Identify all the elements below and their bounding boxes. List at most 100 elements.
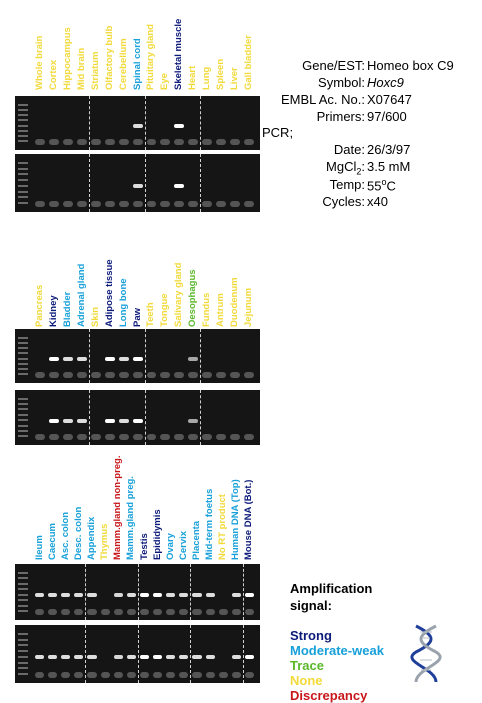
lane-primer-smear bbox=[188, 434, 199, 440]
lane-label-ileum: Ileum bbox=[33, 535, 45, 560]
lane-label-pancreas: Pancreas bbox=[33, 284, 45, 327]
pcr-band-cervix bbox=[179, 593, 189, 597]
ladder-band bbox=[18, 125, 28, 127]
lane-primer-smear bbox=[166, 609, 176, 615]
cycles-value: x40 bbox=[367, 194, 388, 209]
ladder-band bbox=[18, 605, 28, 607]
pcr-band-spinal-cord bbox=[132, 184, 143, 188]
pcr-band-adrenal-gland bbox=[76, 419, 87, 423]
lane-primer-smear bbox=[118, 434, 129, 440]
lane-primer-smear bbox=[62, 372, 73, 378]
lane-primer-smear bbox=[139, 672, 150, 678]
lane-primer-smear bbox=[205, 672, 215, 678]
lane-primer-smear bbox=[76, 139, 87, 145]
ladder-band bbox=[18, 337, 28, 339]
ladder-band bbox=[18, 644, 28, 646]
lane-label-mamm-gland-preg: Mamm.gland preg. bbox=[125, 476, 137, 560]
lane-primer-smear bbox=[188, 139, 199, 145]
lane-primer-smear bbox=[230, 139, 241, 145]
panel3-gel-bottom bbox=[15, 625, 260, 683]
lane-group-divider bbox=[200, 154, 201, 212]
date-key: Date: bbox=[333, 142, 365, 157]
lane-group-divider bbox=[89, 329, 90, 383]
lane-label-paw: Paw bbox=[131, 307, 143, 327]
pcr-band-epididymis bbox=[153, 655, 163, 659]
lane-label-fundus: Fundus bbox=[201, 292, 213, 327]
ladder-band bbox=[18, 414, 28, 416]
lane-group-divider bbox=[89, 96, 90, 150]
pcr-band-oesophagus bbox=[188, 419, 199, 423]
lane-primer-smear bbox=[74, 609, 84, 615]
lane-primer-smear bbox=[202, 434, 213, 440]
lane-label-cortex: Cortex bbox=[47, 59, 59, 90]
lane-primer-smear bbox=[230, 372, 241, 378]
temp-key: Temp: bbox=[329, 177, 365, 192]
lane-primer-smear bbox=[174, 139, 185, 145]
lane-primer-smear bbox=[48, 139, 59, 145]
size-ladder bbox=[18, 629, 28, 679]
gene-key: Gene/EST: bbox=[302, 58, 365, 73]
ladder-band bbox=[18, 130, 28, 132]
lane-label-duodenum: Duodenum bbox=[229, 277, 241, 327]
lane-group-divider bbox=[200, 96, 201, 150]
lane-group-divider bbox=[243, 625, 244, 683]
lane-label-spinal-cord: Spinal cord bbox=[131, 38, 143, 90]
ladder-band bbox=[18, 173, 28, 175]
lane-label-no-rt-product: No RT product bbox=[217, 494, 229, 560]
lane-primer-smear bbox=[216, 372, 227, 378]
pcr-band-mid-term-foetus bbox=[205, 655, 215, 659]
mgcl2-key: MgCl2: bbox=[326, 159, 365, 177]
pcr-band-mamm-gland-non-preg bbox=[113, 655, 123, 659]
pcr-band-placenta bbox=[192, 593, 202, 597]
lane-group-divider bbox=[85, 564, 86, 620]
lane-primer-smear bbox=[174, 434, 185, 440]
lane-primer-smear bbox=[100, 672, 110, 678]
size-ladder bbox=[18, 100, 28, 146]
lane-label-hippocampus: Hippocampus bbox=[61, 27, 73, 90]
lane-primer-smear bbox=[230, 201, 241, 207]
pcr-band-ileum bbox=[35, 655, 45, 659]
pcr-band-appendix bbox=[87, 655, 97, 659]
ladder-band bbox=[18, 430, 28, 432]
ladder-band bbox=[18, 588, 28, 590]
lane-label-adrenal-gland: Adrenal gland bbox=[75, 263, 87, 327]
ladder-band bbox=[18, 358, 28, 360]
panel2-gel-top bbox=[15, 329, 260, 383]
lane-label-striatum: Striatum bbox=[89, 51, 101, 90]
pcr-band-oesophagus bbox=[188, 357, 199, 361]
lane-label-cerebellum: Cerebellum bbox=[117, 38, 129, 90]
pcr-band-adipose-tissue bbox=[104, 419, 115, 423]
date-value: 26/3/97 bbox=[367, 142, 411, 157]
lane-label-spleen: Spleen bbox=[215, 58, 227, 90]
lane-primer-smear bbox=[35, 139, 45, 145]
ladder-band bbox=[18, 662, 28, 664]
lane-primer-smear bbox=[126, 672, 136, 678]
lane-primer-smear bbox=[160, 139, 171, 145]
ladder-band bbox=[18, 109, 28, 111]
lane-label-mouse-dna-bot: Mouse DNA (Bot.) bbox=[243, 479, 255, 560]
lane-group-divider bbox=[145, 329, 146, 383]
lane-label-whole-brain: Whole brain bbox=[33, 35, 45, 90]
lane-label-mid-term-foetus: Mid-term foetus bbox=[204, 488, 216, 560]
pcr-band-adipose-tissue bbox=[104, 357, 115, 361]
lane-primer-smear bbox=[113, 672, 123, 678]
pcr-band-paw bbox=[132, 419, 143, 423]
lane-primer-smear bbox=[230, 434, 241, 440]
legend-moderate-weak: Moderate-weak bbox=[290, 643, 384, 658]
lane-primer-smear bbox=[139, 609, 150, 615]
pcr-band-ileum bbox=[35, 593, 45, 597]
lane-label-appendix: Appendix bbox=[86, 516, 98, 560]
pcr-band-spinal-cord bbox=[132, 124, 143, 128]
pcr-band-desc-colon bbox=[74, 655, 84, 659]
pcr-band-testis bbox=[139, 593, 150, 597]
lane-label-heart: Heart bbox=[187, 65, 199, 90]
lane-label-oesophagus: Oesophagus bbox=[187, 269, 199, 327]
lane-primer-smear bbox=[146, 201, 157, 207]
lane-group-divider bbox=[85, 625, 86, 683]
lane-primer-smear bbox=[188, 201, 199, 207]
lane-primer-smear bbox=[90, 139, 101, 145]
lane-label-long-bone: Long bone bbox=[117, 278, 129, 327]
lane-primer-smear bbox=[216, 434, 227, 440]
ladder-band bbox=[18, 179, 28, 181]
ladder-band bbox=[18, 673, 28, 675]
